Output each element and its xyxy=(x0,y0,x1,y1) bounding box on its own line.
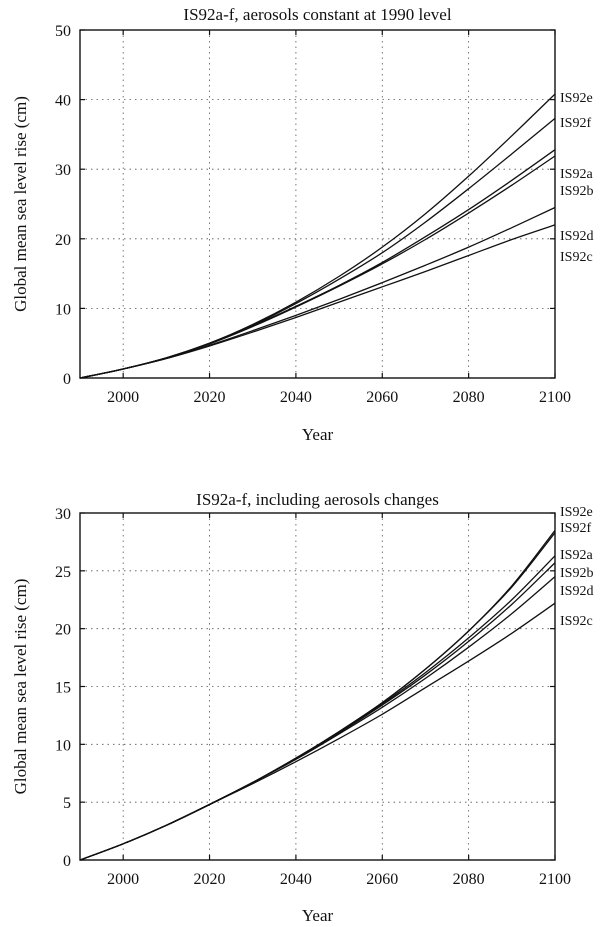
x-tick-label: 2020 xyxy=(194,389,226,406)
series-line-is92e xyxy=(79,529,556,861)
y-tick-label: 40 xyxy=(55,93,71,110)
series-label-is92b: IS92b xyxy=(560,184,593,199)
series-line-is92a xyxy=(79,555,556,861)
series-line-is92e xyxy=(79,93,556,379)
x-tick-label: 2040 xyxy=(280,871,312,888)
y-tick-label: 10 xyxy=(55,737,71,754)
series-label-is92e: IS92e xyxy=(560,91,593,106)
y-tick-label: 50 xyxy=(55,23,71,40)
x-tick-label: 2000 xyxy=(107,389,139,406)
series-label-is92f: IS92f xyxy=(560,116,591,131)
series-line-is92f xyxy=(79,532,556,861)
series-label-is92e: IS92e xyxy=(560,505,593,520)
series-line-is92b xyxy=(79,155,556,379)
series-label-is92c: IS92c xyxy=(560,250,593,265)
x-tick-label: 2020 xyxy=(194,871,226,888)
series-line-is92a xyxy=(79,149,556,379)
series-line-is92d xyxy=(79,206,556,379)
series-label-is92d: IS92d xyxy=(560,584,593,599)
y-tick-label: 15 xyxy=(55,680,71,697)
y-tick-label: 25 xyxy=(55,564,71,581)
chart-panel-2: 2000 2020 2040 2060 2080 2100 0 5 10 15 20 25 30 IS92… xyxy=(11,490,593,925)
x-tick-label: 2080 xyxy=(453,871,485,888)
series-label-is92a: IS92a xyxy=(560,167,593,182)
x-tick-label: 2060 xyxy=(366,389,398,406)
series-line-is92b xyxy=(79,562,556,861)
x-tick-label: 2060 xyxy=(366,871,398,888)
y-tick-label: 5 xyxy=(63,795,71,812)
series-line-is92c xyxy=(79,602,556,861)
series-line-is92f xyxy=(79,117,556,379)
chart-title: IS92a-f, aerosols constant at 1990 level xyxy=(183,5,451,24)
x-tick-label: 2100 xyxy=(539,871,571,888)
y-tick-label: 30 xyxy=(55,162,71,179)
y-tick-label: 10 xyxy=(55,301,71,318)
series-label-is92a: IS92a xyxy=(560,548,593,563)
y-tick-label: 0 xyxy=(63,371,71,388)
x-tick-label: 2100 xyxy=(539,389,571,406)
series-label-is92c: IS92c xyxy=(560,614,593,629)
y-tick-label: 0 xyxy=(63,853,71,870)
y-axis-label: Global mean sea level rise (cm) xyxy=(11,579,30,795)
x-tick-label: 2000 xyxy=(107,871,139,888)
y-tick-label: 20 xyxy=(55,622,71,639)
x-axis-label: Year xyxy=(302,425,334,444)
series-label-is92f: IS92f xyxy=(560,521,591,536)
y-axis-label: Global mean sea level rise (cm) xyxy=(11,96,30,312)
x-tick-label: 2040 xyxy=(280,389,312,406)
series-line-is92c xyxy=(79,224,556,379)
y-tick-label: 20 xyxy=(55,232,71,249)
series-line-is92d xyxy=(79,576,556,861)
plot-frame xyxy=(79,29,556,379)
y-tick-label: 30 xyxy=(55,506,71,523)
series-label-is92b: IS92b xyxy=(560,566,593,581)
chart-panel-1: 2000 2020 2040 2060 2080 2100 0 10 20 30 40 50 IS92a… xyxy=(11,5,593,444)
x-tick-label: 2080 xyxy=(453,389,485,406)
series-label-is92d: IS92d xyxy=(560,229,593,244)
x-axis-label: Year xyxy=(302,906,334,925)
chart-title: IS92a-f, including aerosols changes xyxy=(196,490,439,509)
